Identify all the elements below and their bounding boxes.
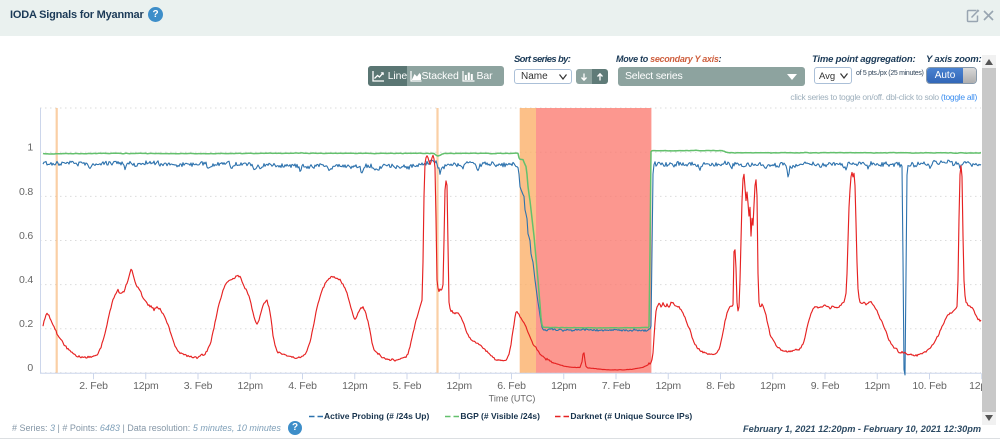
- svg-text:12pm: 12pm: [446, 380, 472, 392]
- svg-text:Time (UTC): Time (UTC): [489, 394, 536, 404]
- svg-text:2. Feb: 2. Feb: [79, 380, 108, 392]
- svg-text:9. Feb: 9. Feb: [811, 380, 840, 392]
- svg-text:3. Feb: 3. Feb: [184, 380, 213, 392]
- svg-text:0: 0: [27, 362, 33, 374]
- svg-text:12pm: 12pm: [655, 380, 681, 392]
- svg-text:5. Feb: 5. Feb: [393, 380, 422, 392]
- svg-text:7. Feb: 7. Feb: [602, 380, 631, 392]
- svg-text:0.8: 0.8: [19, 186, 33, 198]
- svg-text:1: 1: [27, 142, 33, 154]
- svg-text:12pm: 12pm: [864, 380, 890, 392]
- svg-text:10. Feb: 10. Feb: [912, 380, 947, 392]
- svg-text:0.4: 0.4: [19, 274, 33, 286]
- svg-text:12pm: 12pm: [551, 380, 577, 392]
- svg-text:6. Feb: 6. Feb: [497, 380, 526, 392]
- svg-text:8. Feb: 8. Feb: [706, 380, 735, 392]
- svg-text:12pm: 12pm: [760, 380, 786, 392]
- svg-text:0.6: 0.6: [19, 230, 33, 242]
- svg-text:12pm: 12pm: [237, 380, 263, 392]
- svg-text:12pm: 12pm: [342, 380, 368, 392]
- svg-text:12pm: 12pm: [133, 380, 159, 392]
- svg-text:4. Feb: 4. Feb: [288, 380, 317, 392]
- svg-text:0.2: 0.2: [19, 318, 33, 330]
